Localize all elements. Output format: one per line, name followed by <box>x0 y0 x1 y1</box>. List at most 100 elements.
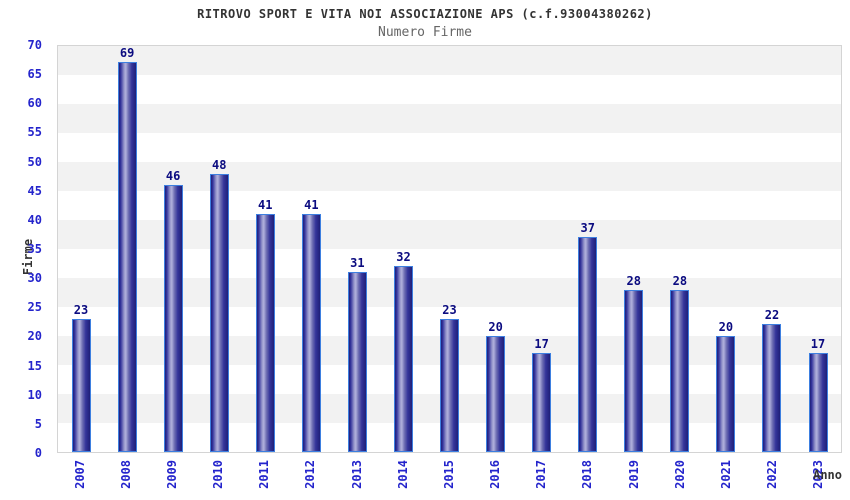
x-tick-cell-2008: 2008 <box>103 460 149 500</box>
bar-column-2018: 37 <box>565 46 611 452</box>
bar-value-label: 17 <box>810 337 826 352</box>
bar-2022 <box>762 324 782 452</box>
y-tick-label-45: 45 <box>27 183 42 198</box>
x-tick-cell-2021: 2021 <box>703 460 749 500</box>
bar-2009 <box>163 185 183 452</box>
bar-column-2008: 69 <box>104 46 150 452</box>
bar-2019 <box>624 289 644 452</box>
x-tick-cell-2018: 2018 <box>565 460 611 500</box>
x-tick-label: 2015 <box>441 460 456 489</box>
y-tick-label-25: 25 <box>27 300 42 315</box>
bar-column-2009: 46 <box>150 46 196 452</box>
bar-column-2015: 23 <box>427 46 473 452</box>
plot-area: 23 69 46 48 41 41 31 32 23 20 17 37 28 28 20 22 17 <box>57 45 842 453</box>
x-tick-label: 2018 <box>580 460 595 489</box>
bar-2010 <box>209 173 229 452</box>
bar-2023 <box>808 353 828 452</box>
x-tick-label: 2016 <box>488 460 503 489</box>
x-axis-title: Anno <box>813 468 842 482</box>
x-tick-label: 2011 <box>257 460 272 489</box>
bar-2018 <box>578 237 598 452</box>
x-tick-label: 2010 <box>211 460 226 489</box>
y-tick-label-60: 60 <box>27 96 42 111</box>
bar-column-2010: 48 <box>196 46 242 452</box>
bar-value-label: 23 <box>442 302 457 317</box>
bar-columns: 23 69 46 48 41 41 31 32 23 20 17 37 28 28 20 22 17 <box>58 46 841 452</box>
bar-value-label: 48 <box>211 157 227 172</box>
bar-2012 <box>301 214 321 452</box>
bar-2020 <box>670 289 690 452</box>
chart-subtitle: Numero Firme <box>378 25 472 40</box>
bar-column-2007: 23 <box>58 46 104 452</box>
bar-column-2022: 22 <box>749 46 795 452</box>
bar-column-2016: 20 <box>473 46 519 452</box>
x-tick-cell-2020: 2020 <box>657 460 703 500</box>
x-tick-cell-2012: 2012 <box>288 460 334 500</box>
x-tick-cell-2017: 2017 <box>519 460 565 500</box>
bar-value-label: 20 <box>718 320 734 334</box>
x-tick-label: 2020 <box>672 460 687 489</box>
bar-value-label: 28 <box>626 273 641 288</box>
x-tick-label: 2012 <box>303 460 318 489</box>
x-tick-label: 2009 <box>164 460 179 489</box>
bar-value-label: 28 <box>672 273 688 288</box>
x-tick-cell-2009: 2009 <box>149 460 195 500</box>
bar-value-label: 22 <box>764 308 780 323</box>
bar-column-2023: 17 <box>795 46 841 452</box>
bar-2016 <box>486 336 506 452</box>
x-tick-label: 2022 <box>765 460 780 489</box>
bar-2008 <box>117 62 137 452</box>
bar-2011 <box>255 214 275 452</box>
bar-value-label: 23 <box>73 302 89 317</box>
x-tick-label: 2019 <box>626 460 641 489</box>
bar-column-2013: 31 <box>334 46 380 452</box>
x-tick-cell-2010: 2010 <box>196 460 242 500</box>
bar-value-label: 69 <box>119 46 135 60</box>
y-tick-label-40: 40 <box>27 212 42 227</box>
chart-title: RITROVO SPORT E VITA NOI ASSOCIAZIONE AP… <box>197 7 653 21</box>
y-tick-label-5: 5 <box>34 416 42 431</box>
bar-2013 <box>347 272 367 452</box>
bar-2021 <box>716 336 736 452</box>
x-axis-labels: 2007 2008 2009 2010 2011 2012 2013 2014 2015 2016… <box>57 460 842 500</box>
bar-column-2021: 20 <box>703 46 749 452</box>
bar-value-label: 46 <box>165 169 181 184</box>
y-axis-ticks: 0 5 10 15 20 25 30 35 40 45 50 55 60 65 70 <box>0 38 50 460</box>
x-tick-cell-2011: 2011 <box>242 460 288 500</box>
bar-2014 <box>393 266 413 452</box>
y-tick-label-50: 50 <box>27 154 42 169</box>
x-tick-label: 2017 <box>534 460 549 489</box>
x-tick-cell-2016: 2016 <box>473 460 519 500</box>
x-tick-label: 2021 <box>718 460 733 489</box>
bar-column-2020: 28 <box>657 46 703 452</box>
x-tick-label: 2007 <box>72 460 87 489</box>
bar-column-2011: 41 <box>242 46 288 452</box>
bar-value-label: 41 <box>258 198 273 213</box>
bar-column-2012: 41 <box>288 46 334 452</box>
y-tick-label-15: 15 <box>27 358 42 373</box>
bar-value-label: 41 <box>304 198 319 213</box>
y-tick-label-55: 55 <box>27 125 42 140</box>
y-tick-label-0: 0 <box>34 446 42 460</box>
bar-2015 <box>440 318 460 452</box>
x-tick-cell-2013: 2013 <box>334 460 380 500</box>
y-tick-label-65: 65 <box>27 67 42 82</box>
y-tick-label-20: 20 <box>27 329 42 344</box>
x-tick-label: 2013 <box>349 460 364 489</box>
bar-value-label: 20 <box>488 320 503 334</box>
x-tick-cell-2014: 2014 <box>380 460 426 500</box>
bar-column-2019: 28 <box>611 46 657 452</box>
bar-2007 <box>71 318 91 452</box>
x-tick-label: 2014 <box>395 460 410 489</box>
x-tick-cell-2007: 2007 <box>57 460 103 500</box>
x-tick-cell-2019: 2019 <box>611 460 657 500</box>
y-tick-label-35: 35 <box>27 242 42 256</box>
x-tick-cell-2022: 2022 <box>750 460 796 500</box>
x-tick-label: 2008 <box>118 460 133 489</box>
y-tick-label-70: 70 <box>27 38 42 52</box>
bar-column-2017: 17 <box>519 46 565 452</box>
x-tick-cell-2015: 2015 <box>426 460 472 500</box>
bar-value-label: 37 <box>580 221 595 236</box>
bar-2017 <box>532 353 552 452</box>
